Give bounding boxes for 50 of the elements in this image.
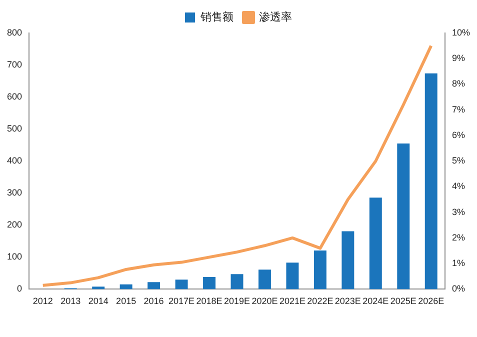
y-tick-label: 600 [6,92,22,102]
x-tick-label: 2024E [362,296,389,306]
legend-label: 销售额 [200,10,234,24]
x-tick-label: 2015 [116,296,136,306]
x-tick-label: 2017E [168,296,195,306]
y2-tick-label: 1% [452,258,465,268]
y2-tick-label: 7% [452,104,465,114]
bar [92,286,105,290]
x-tick-label: 2019E [224,296,250,306]
y2-tick-label: 6% [452,130,465,140]
y-tick-label: 400 [6,156,22,166]
y2-tick-label: 3% [452,206,465,217]
bar [148,282,160,290]
x-tick-label: 2018E [196,296,222,306]
bar [120,284,132,290]
bar [286,262,299,290]
y-tick-label: 200 [6,220,22,230]
x-tick-label: 2013 [60,296,81,306]
y2-tick-label: 10% [452,27,470,38]
x-tick-label: 2026E [418,296,444,306]
y-tick-label: 700 [6,60,22,70]
bar [230,274,244,290]
x-tick-label: 2023E [334,296,361,306]
y-tick-label: 0 [17,284,22,294]
bar [314,250,326,290]
x-tick-label: 2014 [88,296,108,306]
bar [342,231,354,290]
y-tick-label: 100 [6,252,22,262]
y-tick-label: 300 [6,188,22,198]
y2-tick-label: 8% [452,78,465,89]
bar [424,73,438,290]
y2-tick-label: 9% [452,53,465,64]
bar [175,280,188,290]
legend-label: 渗透率 [259,10,292,24]
x-tick-label: 2021E [279,296,306,306]
bar [369,198,382,290]
bar [397,143,410,290]
x-tick-label: 2022E [307,296,334,306]
x-tick-label: 2012 [32,296,53,306]
x-tick-label: 2016 [144,296,164,306]
y-tick-label: 800 [6,27,22,38]
y2-tick-label: 0% [452,284,465,294]
y-tick-label: 500 [6,124,22,134]
y2-tick-label: 4% [452,181,465,192]
x-tick-label: 2025E [390,296,416,306]
bar [203,277,216,290]
bar [258,270,271,290]
y2-tick-label: 5% [452,156,465,166]
y2-tick-label: 2% [452,232,465,242]
x-tick-label: 2020E [252,296,278,306]
